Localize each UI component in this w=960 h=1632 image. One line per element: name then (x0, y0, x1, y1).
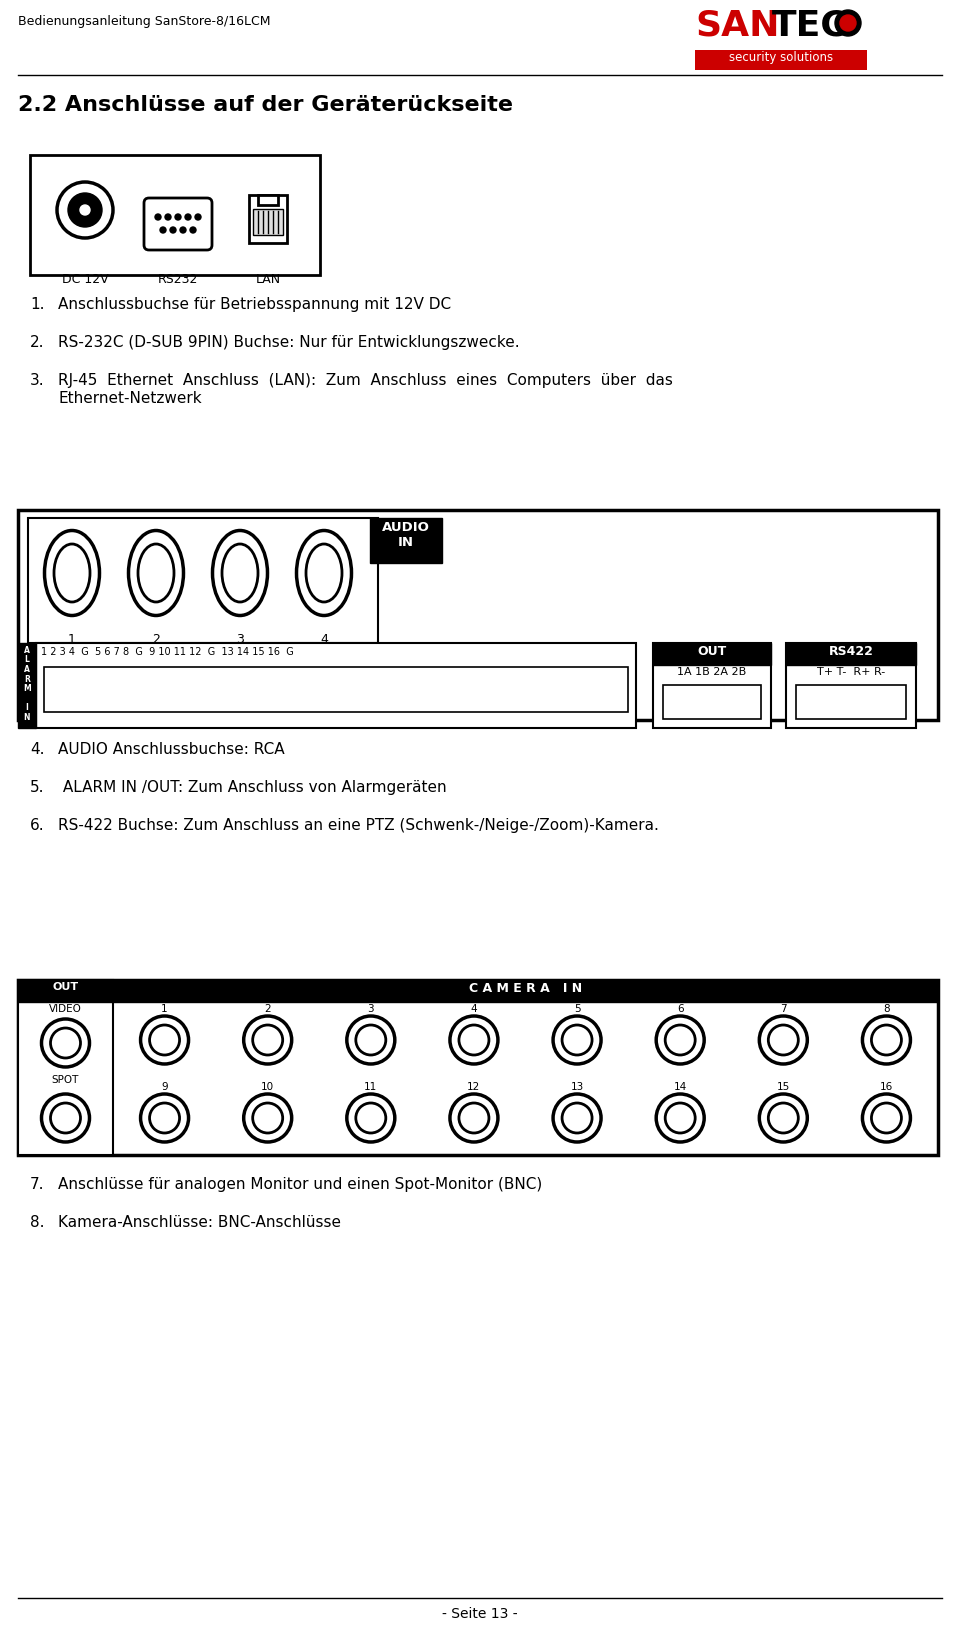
Circle shape (170, 227, 176, 233)
Text: C A M E R A   I N: C A M E R A I N (468, 982, 582, 996)
FancyBboxPatch shape (18, 979, 113, 1002)
Text: SPOT: SPOT (52, 1075, 79, 1085)
Text: 5: 5 (574, 1004, 581, 1013)
FancyBboxPatch shape (113, 979, 938, 1002)
Circle shape (57, 183, 113, 238)
Text: 12: 12 (468, 1082, 481, 1092)
Text: OUT: OUT (697, 645, 727, 658)
FancyBboxPatch shape (18, 979, 938, 1155)
Circle shape (195, 214, 201, 220)
FancyBboxPatch shape (18, 509, 938, 720)
Text: 1 2 3 4  G  5 6 7 8  G  9 10 11 12  G  13 14 15 16  G: 1 2 3 4 G 5 6 7 8 G 9 10 11 12 G 13 14 1… (41, 646, 294, 658)
Text: 4: 4 (320, 633, 328, 646)
Text: RS-422 Buchse: Zum Anschluss an eine PTZ (Schwenk-/Neige-/Zoom)-Kamera.: RS-422 Buchse: Zum Anschluss an eine PTZ… (58, 818, 659, 832)
Text: 4: 4 (470, 1004, 477, 1013)
Circle shape (175, 214, 181, 220)
Circle shape (155, 214, 161, 220)
Text: AUDIO Anschlussbuchse: RCA: AUDIO Anschlussbuchse: RCA (58, 743, 284, 757)
Text: 13: 13 (570, 1082, 584, 1092)
Text: Anschlüsse für analogen Monitor und einen Spot-Monitor (BNC): Anschlüsse für analogen Monitor und eine… (58, 1177, 542, 1191)
FancyBboxPatch shape (18, 643, 36, 728)
Text: security solutions: security solutions (729, 51, 833, 64)
Text: 16: 16 (879, 1082, 893, 1092)
Text: 14: 14 (674, 1082, 686, 1092)
Text: 8.: 8. (30, 1214, 44, 1231)
Text: - Seite 13 -: - Seite 13 - (443, 1608, 517, 1621)
Text: VIDEO: VIDEO (49, 1004, 82, 1013)
FancyBboxPatch shape (370, 517, 442, 563)
Text: L: L (25, 656, 30, 664)
Text: 3.: 3. (30, 374, 44, 388)
FancyBboxPatch shape (144, 197, 212, 250)
Text: 15: 15 (777, 1082, 790, 1092)
FancyBboxPatch shape (36, 643, 636, 728)
Text: 6: 6 (677, 1004, 684, 1013)
Text: 2: 2 (264, 1004, 271, 1013)
Text: 2.: 2. (30, 335, 44, 349)
Circle shape (835, 10, 861, 36)
Circle shape (190, 227, 196, 233)
Text: 7.: 7. (30, 1177, 44, 1191)
FancyBboxPatch shape (695, 51, 867, 70)
Text: 1: 1 (68, 633, 76, 646)
Text: M: M (23, 684, 31, 694)
Text: RS-232C (D-SUB 9PIN) Buchse: Nur für Entwicklungszwecke.: RS-232C (D-SUB 9PIN) Buchse: Nur für Ent… (58, 335, 519, 349)
FancyBboxPatch shape (30, 155, 320, 276)
Text: AUDIO
IN: AUDIO IN (382, 521, 430, 548)
Text: 1.: 1. (30, 297, 44, 312)
FancyBboxPatch shape (249, 194, 287, 243)
Circle shape (68, 193, 102, 227)
FancyBboxPatch shape (653, 643, 771, 728)
Text: 9: 9 (161, 1082, 168, 1092)
Text: 3: 3 (368, 1004, 374, 1013)
Text: 8: 8 (883, 1004, 890, 1013)
Text: RS422: RS422 (828, 645, 874, 658)
Text: A: A (24, 664, 30, 674)
Circle shape (840, 15, 856, 31)
Text: 10: 10 (261, 1082, 275, 1092)
FancyBboxPatch shape (258, 194, 278, 206)
Text: 2: 2 (152, 633, 160, 646)
FancyBboxPatch shape (786, 643, 916, 728)
Text: Bedienungsanleitung SanStore-8/16LCM: Bedienungsanleitung SanStore-8/16LCM (18, 15, 271, 28)
Text: N: N (24, 713, 31, 721)
FancyBboxPatch shape (44, 667, 628, 712)
Text: 5.: 5. (30, 780, 44, 795)
Text: 3: 3 (236, 633, 244, 646)
Text: ALARM IN /OUT: Zum Anschluss von Alarmgeräten: ALARM IN /OUT: Zum Anschluss von Alarmge… (58, 780, 446, 795)
Text: DC 12V: DC 12V (61, 273, 108, 286)
Circle shape (165, 214, 171, 220)
Text: 7: 7 (780, 1004, 786, 1013)
Text: Kamera-Anschlüsse: BNC-Anschlüsse: Kamera-Anschlüsse: BNC-Anschlüsse (58, 1214, 341, 1231)
Text: A: A (24, 646, 30, 654)
Text: TEC: TEC (772, 8, 848, 42)
FancyBboxPatch shape (18, 979, 113, 1155)
Circle shape (180, 227, 186, 233)
FancyBboxPatch shape (786, 643, 916, 664)
Text: R: R (24, 674, 30, 684)
Text: 1: 1 (161, 1004, 168, 1013)
Text: 1A 1B 2A 2B: 1A 1B 2A 2B (678, 667, 747, 677)
FancyBboxPatch shape (28, 517, 378, 643)
Text: 6.: 6. (30, 818, 44, 832)
Text: I: I (26, 703, 29, 712)
Text: T+ T-  R+ R-: T+ T- R+ R- (817, 667, 885, 677)
Text: SAN: SAN (695, 8, 780, 42)
Text: 11: 11 (364, 1082, 377, 1092)
Circle shape (160, 227, 166, 233)
Text: Ethernet-Netzwerk: Ethernet-Netzwerk (58, 392, 202, 406)
Circle shape (80, 206, 90, 215)
Text: 4.: 4. (30, 743, 44, 757)
Circle shape (185, 214, 191, 220)
Text: RS232: RS232 (157, 273, 198, 286)
FancyBboxPatch shape (796, 685, 906, 720)
Text: OUT: OUT (53, 982, 79, 992)
Text: RJ-45  Ethernet  Anschluss  (LAN):  Zum  Anschluss  eines  Computers  über  das: RJ-45 Ethernet Anschluss (LAN): Zum Ansc… (58, 374, 673, 388)
FancyBboxPatch shape (663, 685, 761, 720)
Text: 2.2 Anschlüsse auf der Geräterückseite: 2.2 Anschlüsse auf der Geräterückseite (18, 95, 513, 114)
FancyBboxPatch shape (253, 209, 283, 235)
Text: Anschlussbuchse für Betriebsspannung mit 12V DC: Anschlussbuchse für Betriebsspannung mit… (58, 297, 451, 312)
Text: LAN: LAN (255, 273, 280, 286)
FancyBboxPatch shape (653, 643, 771, 664)
